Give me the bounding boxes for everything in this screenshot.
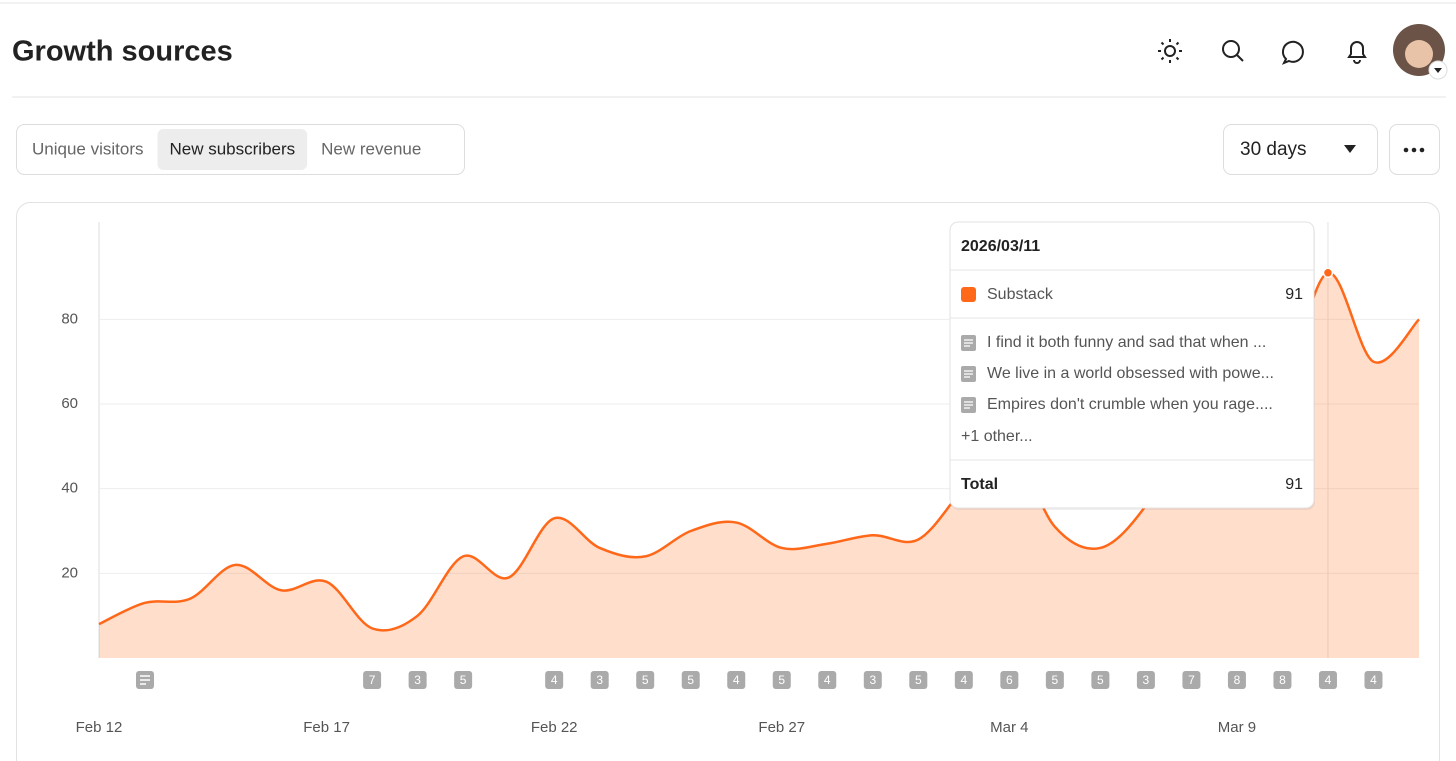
post-count: 5 (915, 673, 922, 687)
range-dropdown[interactable] (1223, 124, 1378, 175)
more-dots (1403, 147, 1425, 153)
post-marker[interactable] (681, 671, 700, 689)
post-marker[interactable] (636, 671, 655, 689)
page-title: Growth sources (12, 36, 233, 68)
hover-point (1322, 267, 1334, 279)
post-icon-lines (964, 370, 973, 378)
post-count: 4 (1370, 673, 1377, 687)
post-count: 7 (369, 673, 376, 687)
theme-icon[interactable] (1158, 39, 1182, 63)
post-marker[interactable] (363, 671, 382, 689)
post-marker[interactable] (1136, 671, 1155, 689)
post-marker[interactable] (1091, 671, 1110, 689)
post-count: 4 (733, 673, 740, 687)
post-marker[interactable] (545, 671, 564, 689)
post-count: 3 (1143, 673, 1150, 687)
tooltip-total: 91 (1285, 476, 1303, 493)
post-marker[interactable] (454, 671, 473, 689)
post-marker[interactable] (727, 671, 746, 689)
x-tick-label: Feb 12 (76, 719, 123, 736)
post-marker[interactable] (408, 671, 427, 689)
post-marker[interactable] (818, 671, 837, 689)
post-count: 5 (687, 673, 694, 687)
tooltip-post[interactable]: We live in a world obsessed with powe... (987, 365, 1274, 382)
chat-icon[interactable] (1281, 40, 1304, 65)
tooltip-post[interactable]: I find it both funny and sad that when .… (987, 334, 1266, 351)
post-count: 4 (551, 673, 558, 687)
post-count: 5 (1052, 673, 1059, 687)
post-count: 5 (460, 673, 467, 687)
tab[interactable]: New subscribers (170, 139, 296, 158)
bell-icon[interactable] (1347, 41, 1367, 64)
post-icon-lines (964, 401, 973, 409)
search-icon[interactable] (1222, 40, 1244, 62)
post-count: 3 (596, 673, 603, 687)
post-marker[interactable] (772, 671, 791, 689)
dropdown-caret (1344, 145, 1356, 153)
post-marker[interactable] (1182, 671, 1201, 689)
tooltip (949, 221, 1315, 509)
tab[interactable]: Unique visitors (32, 139, 144, 158)
post-icon-marker[interactable] (136, 671, 154, 689)
tooltip-date: 2026/03/11 (961, 238, 1040, 255)
post-count: 3 (869, 673, 876, 687)
tooltip-total-label: Total (961, 476, 998, 493)
y-tick-label: 20 (61, 564, 78, 581)
series-area (99, 272, 1419, 658)
x-tick-label: Feb 17 (303, 719, 350, 736)
avatar-caret (1434, 68, 1442, 73)
post-count: 6 (1006, 673, 1013, 687)
post-count: 5 (642, 673, 649, 687)
header-icons (1158, 39, 1367, 65)
post-marker[interactable] (590, 671, 609, 689)
post-marker[interactable] (1318, 671, 1337, 689)
post-count: 4 (960, 673, 967, 687)
post-count: 8 (1234, 673, 1241, 687)
post-marker[interactable] (909, 671, 928, 689)
y-tick-label: 40 (61, 480, 78, 497)
tooltip-more: +1 other... (961, 428, 1033, 445)
tab-bg[interactable] (157, 129, 308, 170)
x-tick-label: Mar 9 (1218, 719, 1256, 736)
post-count: 3 (414, 673, 421, 687)
post-count: 4 (824, 673, 831, 687)
post-count: 4 (1325, 673, 1332, 687)
y-tick-label: 60 (61, 395, 78, 412)
post-marker[interactable] (1273, 671, 1292, 689)
post-marker[interactable] (954, 671, 973, 689)
avatar-face (1405, 40, 1433, 68)
tooltip-series-name: Substack (987, 286, 1054, 303)
post-count: 7 (1188, 673, 1195, 687)
post-marker[interactable] (1000, 671, 1019, 689)
post-count: 5 (1097, 673, 1104, 687)
post-count: 8 (1279, 673, 1286, 687)
range-label: 30 days (1240, 139, 1307, 160)
x-tick-label: Feb 22 (531, 719, 578, 736)
tab[interactable]: New revenue (321, 139, 421, 158)
y-tick-label: 80 (61, 310, 78, 327)
x-tick-label: Feb 27 (758, 719, 805, 736)
post-count: 5 (778, 673, 785, 687)
tooltip-post[interactable]: Empires don't crumble when you rage.... (987, 396, 1273, 413)
post-marker[interactable] (863, 671, 882, 689)
avatar[interactable] (1393, 24, 1448, 80)
tooltip-swatch (961, 287, 976, 302)
post-marker[interactable] (1364, 671, 1383, 689)
post-marker[interactable] (1045, 671, 1064, 689)
post-marker[interactable] (1227, 671, 1246, 689)
post-icon-lines (964, 339, 973, 347)
x-tick-label: Mar 4 (990, 719, 1028, 736)
tooltip-series-value: 91 (1285, 286, 1303, 303)
